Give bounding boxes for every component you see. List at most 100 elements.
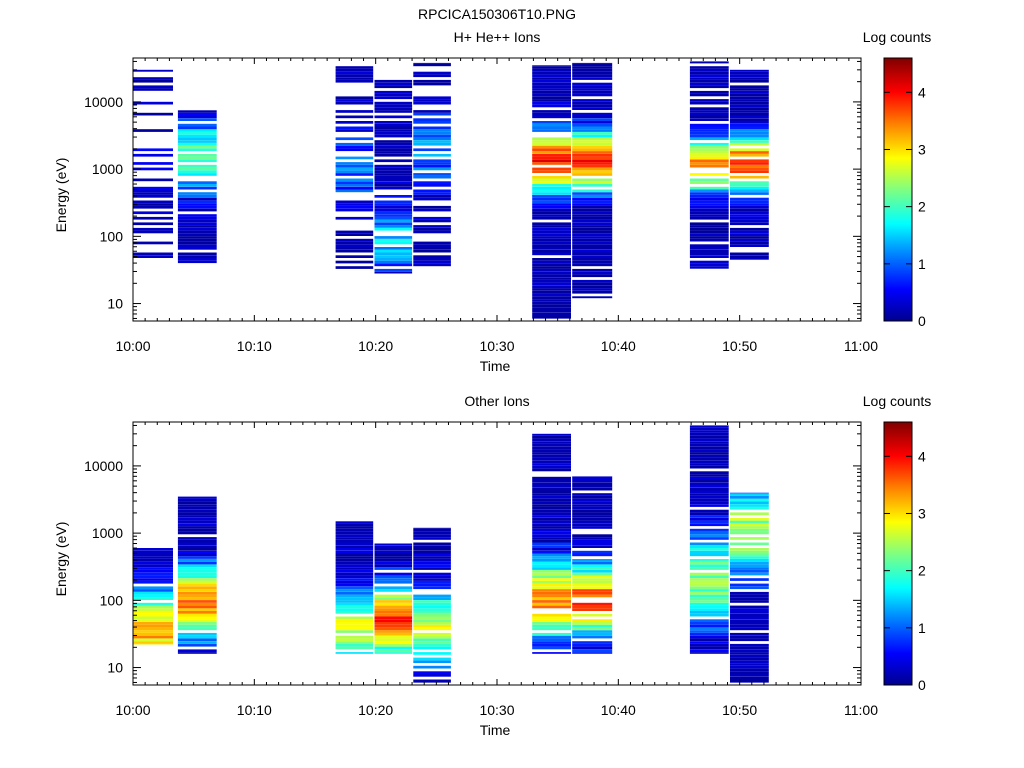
energy-bin <box>532 260 571 264</box>
energy-bin <box>572 652 613 654</box>
energy-bin <box>413 657 451 661</box>
energy-bin <box>532 580 571 584</box>
energy-bin <box>572 244 613 247</box>
energy-bin <box>572 271 613 275</box>
energy-bin <box>689 580 729 584</box>
x-axis: 10:00 10:10 10:20 10:30 10:40 10:50 11:00 <box>115 58 878 354</box>
energy-bin <box>532 567 571 570</box>
energy-bin <box>532 137 571 141</box>
energy-bin <box>572 632 613 636</box>
energy-bin <box>177 632 217 636</box>
energy-bin <box>730 671 769 674</box>
energy-bin <box>177 652 217 654</box>
energy-bin <box>374 605 413 609</box>
energy-bin <box>335 531 374 535</box>
energy-bin <box>177 591 217 595</box>
energy-bin <box>689 485 729 488</box>
energy-bin <box>335 115 374 119</box>
energy-bin <box>374 236 413 239</box>
energy-bin <box>374 249 413 253</box>
energy-bin <box>572 181 613 184</box>
energy-bin <box>335 611 374 614</box>
energy-bin <box>532 296 571 299</box>
energy-bin <box>730 526 769 529</box>
energy-bin <box>572 173 613 176</box>
energy-bin <box>335 619 374 622</box>
energy-bin <box>374 652 413 654</box>
energy-bin <box>335 591 374 595</box>
energy-bin <box>532 553 571 557</box>
energy-bin <box>335 74 374 78</box>
colorbar-tick-label: 4 <box>918 84 926 100</box>
energy-bin <box>374 559 413 562</box>
energy-bin <box>572 594 613 598</box>
energy-bin <box>177 123 217 127</box>
energy-bin <box>335 260 374 264</box>
energy-bin <box>177 567 217 570</box>
energy-bin <box>572 222 613 226</box>
energy-bin <box>532 208 571 212</box>
energy-bin <box>335 575 374 579</box>
energy-bin <box>413 110 451 113</box>
energy-bin <box>689 93 729 97</box>
energy-bin <box>177 509 217 513</box>
energy-bin <box>689 531 729 535</box>
energy-bin <box>335 233 374 236</box>
energy-bin <box>730 492 769 494</box>
energy-bin <box>335 203 374 206</box>
energy-bin <box>532 271 571 275</box>
x-axis-label: Time <box>480 358 511 374</box>
energy-bin <box>413 545 451 548</box>
energy-bin <box>177 553 217 557</box>
energy-bin <box>730 211 769 215</box>
energy-bin <box>133 203 173 206</box>
energy-bin <box>730 622 769 625</box>
energy-bin <box>532 110 571 113</box>
energy-bin <box>374 205 413 209</box>
energy-bin <box>689 211 729 215</box>
energy-bin <box>532 605 571 609</box>
energy-bin <box>689 600 729 603</box>
energy-bin <box>177 148 217 152</box>
energy-bin <box>133 641 173 644</box>
energy-bin <box>335 523 374 527</box>
energy-bin <box>572 279 613 283</box>
energy-bin <box>532 79 571 83</box>
energy-bin <box>374 79 413 83</box>
energy-bin <box>413 580 451 584</box>
energy-bin <box>730 222 769 226</box>
y-tick-label: 1000 <box>92 161 123 177</box>
energy-bin <box>730 591 769 595</box>
energy-bin <box>335 635 374 639</box>
energy-bin <box>177 501 217 505</box>
energy-bin <box>572 545 613 548</box>
energy-bin <box>730 112 769 116</box>
energy-bin <box>689 649 729 653</box>
energy-bin <box>335 597 374 600</box>
energy-bin <box>730 71 769 75</box>
energy-bin <box>177 140 217 143</box>
energy-bin <box>532 69 571 72</box>
energy-bin <box>374 594 413 598</box>
energy-bin <box>413 249 451 253</box>
energy-bin <box>730 632 769 636</box>
energy-bin <box>532 184 571 187</box>
energy-bin <box>374 129 413 132</box>
energy-bin <box>572 564 613 568</box>
energy-bin <box>532 241 571 245</box>
heatmap-column <box>177 496 217 654</box>
energy-bin <box>572 126 613 130</box>
energy-bin <box>374 208 413 212</box>
energy-bin <box>374 580 413 584</box>
energy-bin <box>532 465 571 469</box>
energy-bin <box>689 482 729 485</box>
energy-bin <box>413 561 451 565</box>
heatmap-column <box>572 62 613 299</box>
energy-bin <box>689 123 729 127</box>
y-axis-label: Energy (eV) <box>53 522 69 597</box>
energy-bin <box>532 301 571 305</box>
energy-bin <box>335 216 374 220</box>
energy-bin <box>689 233 729 236</box>
energy-bin <box>730 142 769 146</box>
energy-bin <box>532 121 571 124</box>
